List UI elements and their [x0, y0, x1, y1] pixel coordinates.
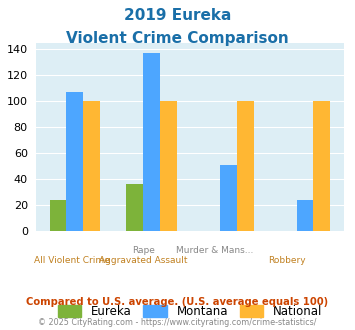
Text: Compared to U.S. average. (U.S. average equals 100): Compared to U.S. average. (U.S. average …	[26, 297, 329, 307]
Bar	[50, 200, 66, 231]
Bar	[296, 200, 313, 231]
Bar	[143, 53, 160, 231]
Text: Murder & Mans...: Murder & Mans...	[176, 246, 254, 255]
Bar	[66, 92, 83, 231]
Text: All Violent Crime: All Violent Crime	[33, 256, 109, 265]
Text: Violent Crime Comparison: Violent Crime Comparison	[66, 31, 289, 46]
Bar	[220, 165, 237, 231]
Text: 2019 Eureka: 2019 Eureka	[124, 8, 231, 23]
Text: Aggravated Assault: Aggravated Assault	[99, 256, 187, 265]
Text: Rape: Rape	[132, 246, 155, 255]
Bar	[126, 184, 143, 231]
Bar	[237, 101, 253, 231]
Legend: Eureka, Montana, National: Eureka, Montana, National	[53, 300, 327, 323]
Text: © 2025 CityRating.com - https://www.cityrating.com/crime-statistics/: © 2025 CityRating.com - https://www.city…	[38, 318, 317, 327]
Bar	[313, 101, 330, 231]
Bar	[83, 101, 100, 231]
Bar	[160, 101, 177, 231]
Text: Robbery: Robbery	[268, 256, 306, 265]
